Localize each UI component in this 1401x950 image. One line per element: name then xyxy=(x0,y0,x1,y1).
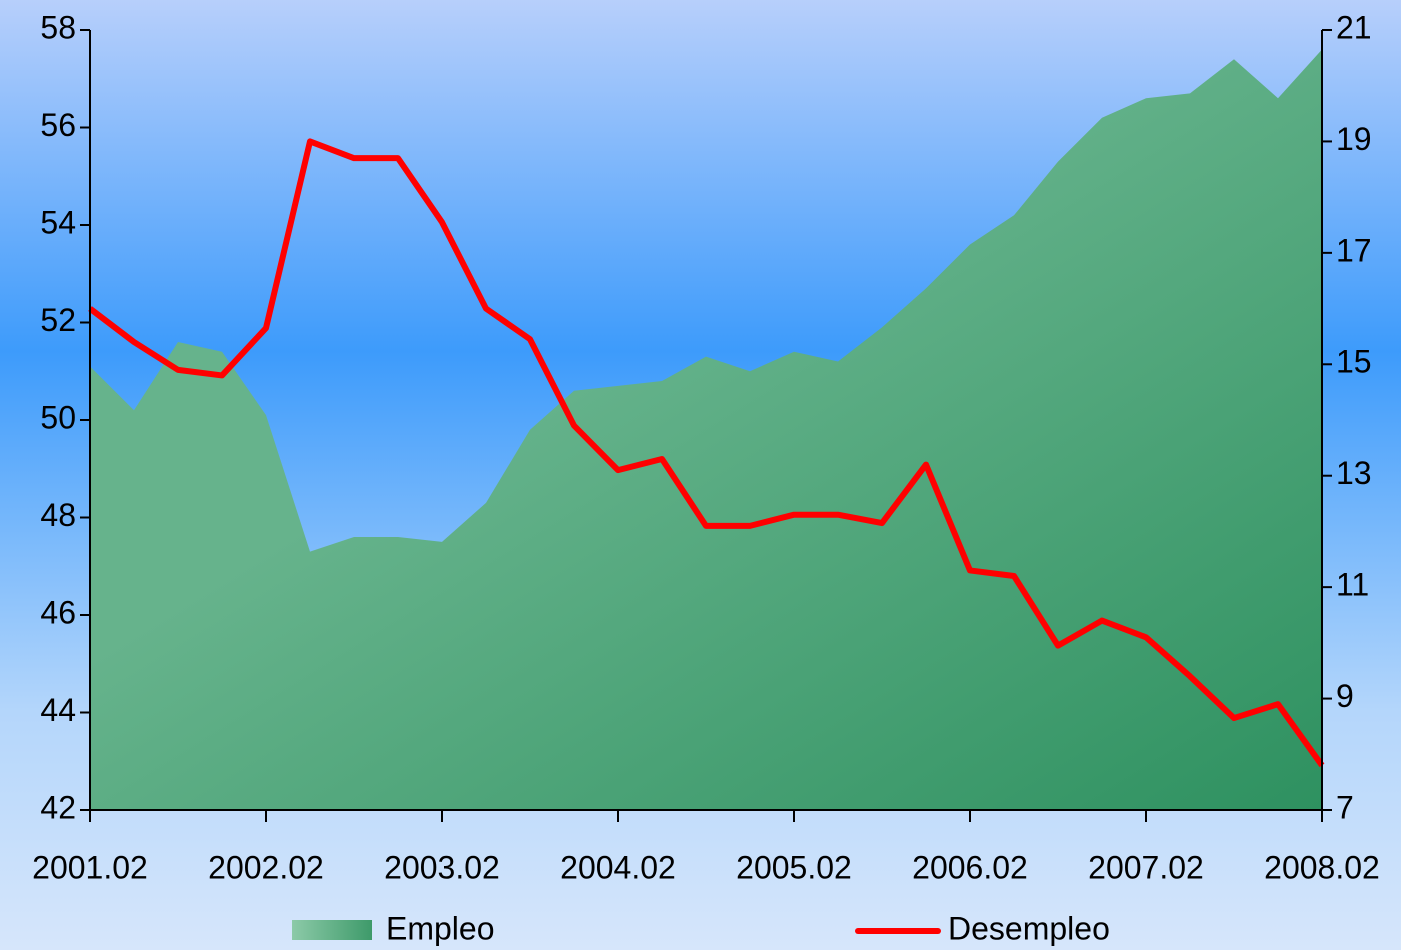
y-tick-label: 54 xyxy=(40,204,76,240)
x-tick-label: 2001.02 xyxy=(32,849,148,885)
y-tick-label: 44 xyxy=(40,692,76,728)
y2-tick-label: 21 xyxy=(1336,9,1372,45)
line xyxy=(88,138,1325,768)
x-tick-label: 2007.02 xyxy=(1088,849,1204,885)
y-tick-label: 56 xyxy=(40,107,76,143)
y2-tick-label: 17 xyxy=(1336,232,1372,268)
y2-tick-label: 19 xyxy=(1336,121,1372,157)
x-tick-label: 2006.02 xyxy=(912,849,1028,885)
legend-swatch xyxy=(292,920,372,940)
y-tick-label: 48 xyxy=(40,497,76,533)
y2-tick-label: 9 xyxy=(1336,678,1354,714)
x-tick-label: 2004.02 xyxy=(560,849,676,885)
x-tick-label: 2008.02 xyxy=(1264,849,1380,885)
x-tick-label: 2005.02 xyxy=(736,849,852,885)
y-tick-label: 46 xyxy=(40,594,76,630)
y-tick-label: 50 xyxy=(40,399,76,435)
legend-label: Empleo xyxy=(386,910,495,946)
y2-tick-label: 13 xyxy=(1336,455,1372,491)
y2-tick-label: 11 xyxy=(1336,567,1369,603)
y2-tick-label: 15 xyxy=(1336,344,1372,380)
legend-label: Desempleo xyxy=(948,910,1110,946)
x-tick-label: 2003.02 xyxy=(384,849,500,885)
y2-tick-label: 7 xyxy=(1336,789,1354,825)
area xyxy=(90,49,1322,810)
y-tick-label: 58 xyxy=(40,9,76,45)
x-tick-label: 2002.02 xyxy=(208,849,324,885)
y-tick-label: 52 xyxy=(40,302,76,338)
y-tick-label: 42 xyxy=(40,789,76,825)
